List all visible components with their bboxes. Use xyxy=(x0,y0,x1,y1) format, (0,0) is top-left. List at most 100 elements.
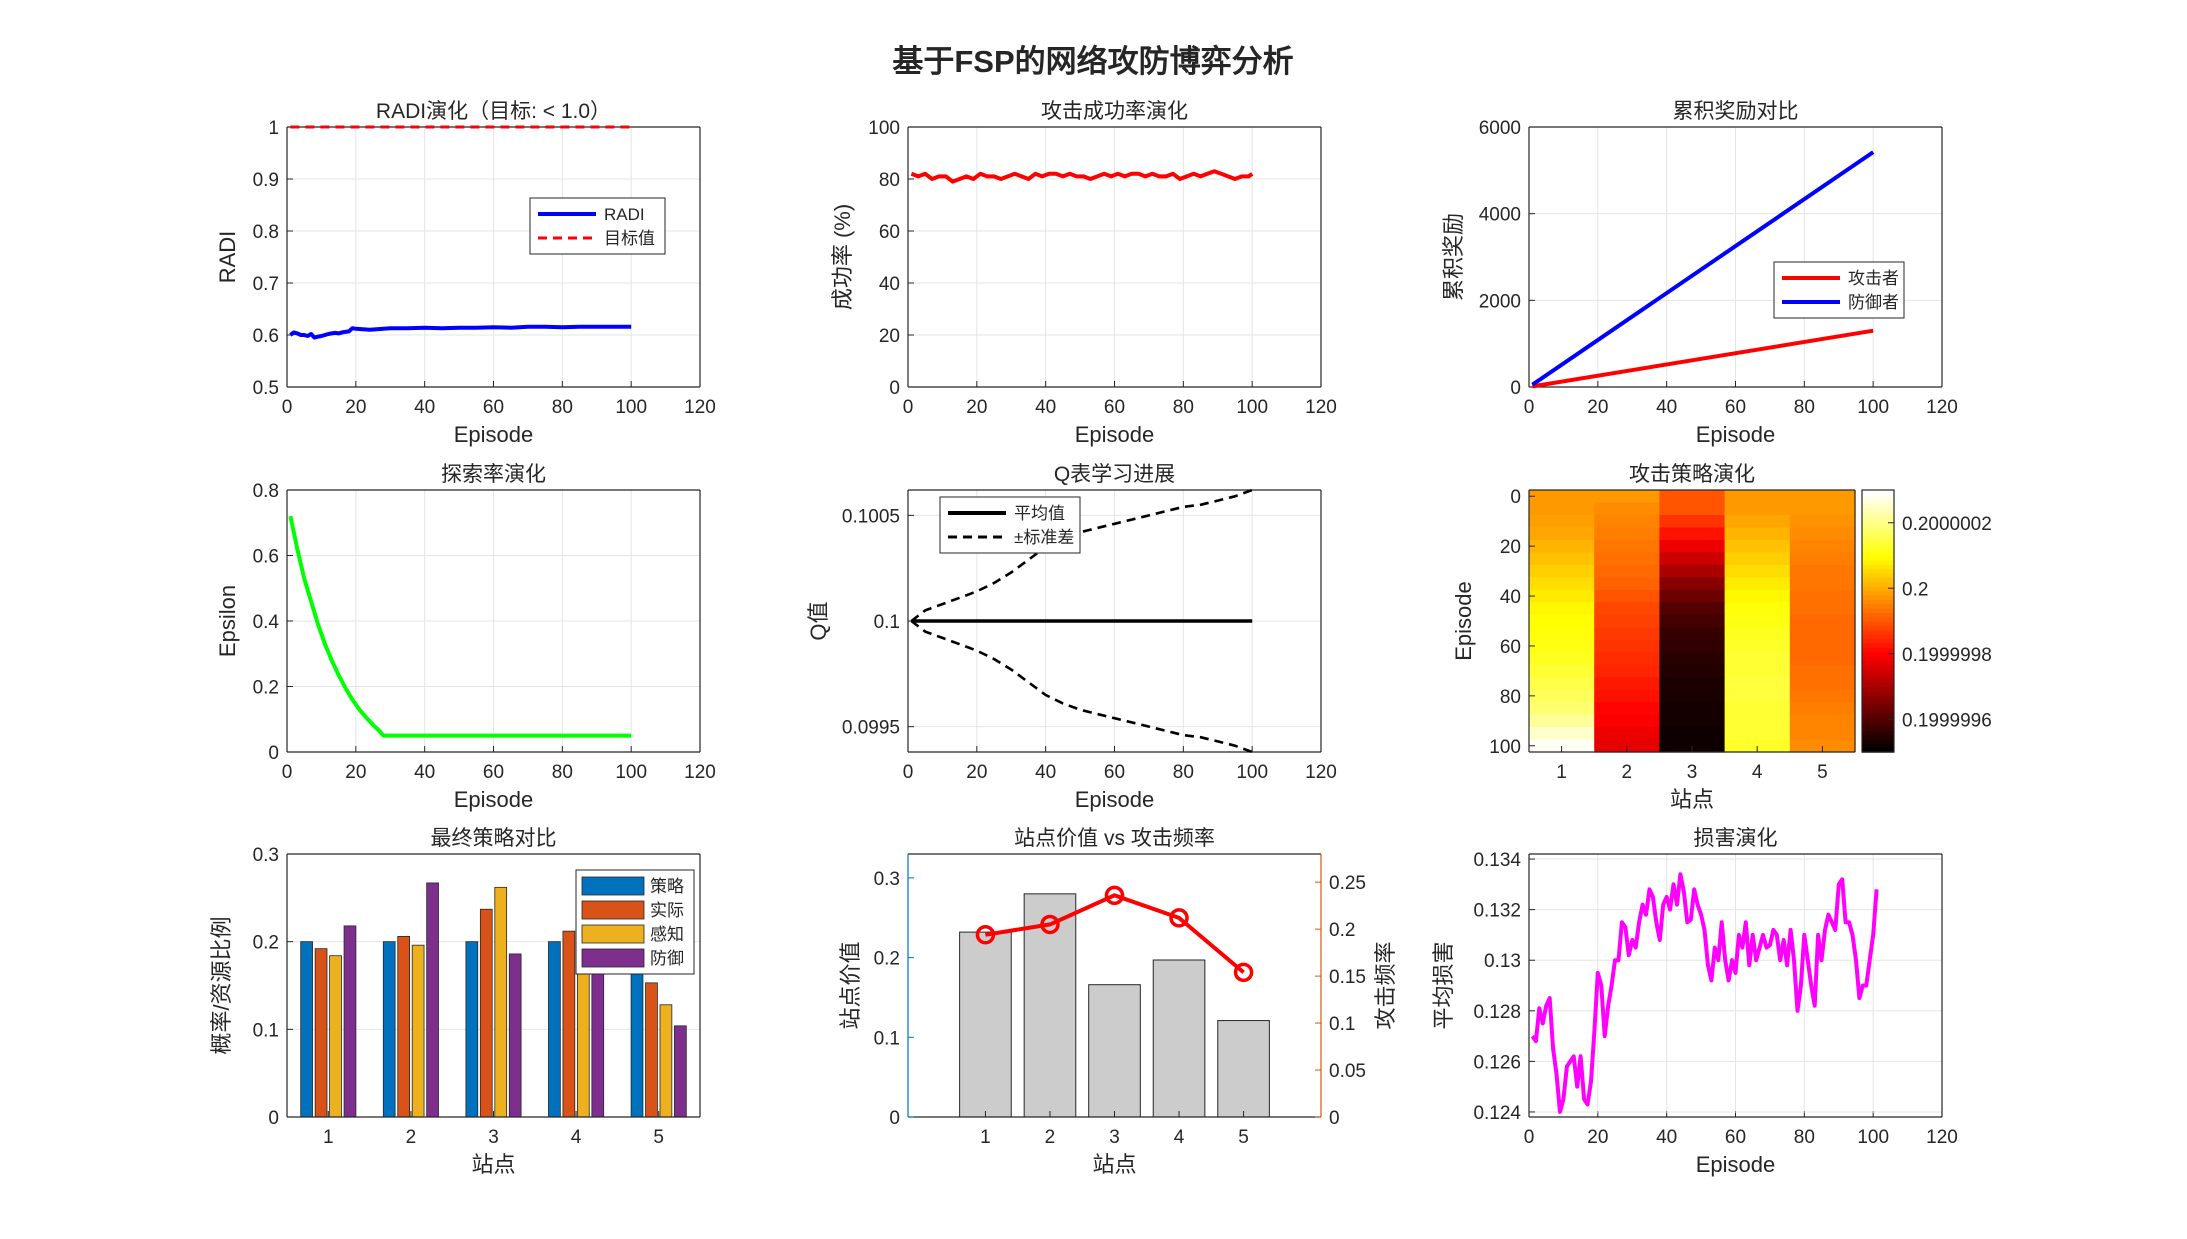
heatmap-xtick-label: 5 xyxy=(1817,762,1828,783)
value-vs-freq-axes: 1 2 3 4 5 0 0.1 0.2 0.3 0 0.05 0.1 0.15 0.2 0.25 站点价值 v… xyxy=(838,827,1398,1177)
colorbar-segment xyxy=(1862,577,1894,583)
final_strategy-xtick-label: 3 xyxy=(488,1127,499,1148)
epsilon-xlabel: Episode xyxy=(454,787,534,812)
colorbar-segment xyxy=(1862,682,1894,688)
heatmap-cell xyxy=(1529,639,1595,653)
colorbar-segment xyxy=(1862,673,1894,679)
colorbar-segment xyxy=(1862,546,1894,552)
heatmap-cell xyxy=(1789,714,1856,728)
colorbar-segment xyxy=(1862,625,1894,631)
heatmap-cell xyxy=(1724,539,1791,553)
heatmap-cell xyxy=(1594,589,1660,603)
bar-防御 xyxy=(426,882,439,1118)
heatmap-cell xyxy=(1789,539,1856,553)
heatmap-cell xyxy=(1789,664,1856,678)
reward-xtick-label: 120 xyxy=(1926,397,1958,418)
final_strategy-title: 最终策略对比 xyxy=(431,827,557,850)
reward-ytick-label: 0 xyxy=(1510,378,1521,399)
heatmap-cell xyxy=(1724,527,1791,541)
bar-实际 xyxy=(562,930,576,1118)
bar-感知 xyxy=(659,1004,673,1118)
heatmap-cell xyxy=(1594,627,1660,641)
heatmap-cell xyxy=(1529,627,1595,641)
colorbar-segment xyxy=(1862,621,1894,627)
colorbar-segment xyxy=(1862,629,1894,635)
value_vs_freq-ytick-right-label: 0 xyxy=(1329,1108,1340,1129)
radi-legend-box xyxy=(529,197,666,255)
success-xtick-label: 60 xyxy=(1104,397,1125,418)
heatmap-ytick-label: 60 xyxy=(1500,637,1521,658)
heatmap-ylabel: Episode xyxy=(1451,581,1476,661)
success-ylabel: 成功率 (%) xyxy=(830,204,855,310)
radi-series-line xyxy=(289,324,632,340)
damage-series-line xyxy=(1530,872,1879,1114)
final_strategy-legend-label: 实际 xyxy=(650,901,684,920)
qtable-title: Q表学习进展 xyxy=(1054,463,1175,486)
heatmap-cell xyxy=(1724,614,1791,628)
success-xlabel: Episode xyxy=(1075,422,1155,447)
value_vs_freq-ytick-right-label: 0.25 xyxy=(1329,873,1366,894)
colorbar-segment xyxy=(1862,747,1894,753)
colorbar-frame xyxy=(1861,489,1895,753)
radi-legend-label: 目标值 xyxy=(604,229,655,248)
heatmap-cell xyxy=(1594,527,1660,541)
heatmap-cell xyxy=(1529,727,1595,741)
radi-ytick-label: 0.6 xyxy=(253,326,279,347)
damage-ytick-label: 0.132 xyxy=(1473,901,1521,922)
damage-xtick-label: 20 xyxy=(1587,1127,1608,1148)
bar-实际 xyxy=(479,908,493,1118)
bar-感知 xyxy=(494,886,508,1118)
heatmap-cell xyxy=(1789,527,1856,541)
damage-ytick-label: 0.126 xyxy=(1473,1052,1521,1073)
radi-ytick-label: 0.5 xyxy=(253,378,279,399)
radi-xlabel: Episode xyxy=(454,422,534,447)
reward-xlabel: Episode xyxy=(1696,422,1776,447)
heatmap-cell xyxy=(1724,664,1791,678)
colorbar-segment xyxy=(1862,651,1894,657)
heatmap-cell xyxy=(1789,652,1856,666)
colorbar-segment xyxy=(1862,677,1894,683)
bar-感知 xyxy=(329,955,342,1118)
colorbar-segment xyxy=(1862,721,1894,727)
final_strategy-ytick-label: 0 xyxy=(268,1108,279,1129)
heatmap-cell xyxy=(1789,614,1856,628)
qtable-xtick-label: 40 xyxy=(1035,762,1056,783)
heatmap-cell xyxy=(1594,564,1660,578)
heatmap-cell xyxy=(1529,502,1595,516)
epsilon-ytick-label: 0.6 xyxy=(253,547,279,568)
heatmap-cell xyxy=(1594,539,1660,553)
colorbar-segment xyxy=(1862,490,1894,496)
colorbar-segment xyxy=(1862,734,1894,740)
heatmap-cell xyxy=(1594,689,1660,703)
value_vs_freq-ytick-right-label: 0.15 xyxy=(1329,967,1366,988)
heatmap-cell xyxy=(1789,490,1856,504)
success-xtick-label: 100 xyxy=(1236,397,1268,418)
success-ytick-label: 40 xyxy=(879,274,900,295)
heatmap-cell xyxy=(1529,614,1595,628)
value_vs_freq-ytick-label: 0 xyxy=(889,1108,900,1129)
heatmap-cell xyxy=(1529,490,1595,504)
epsilon-ytick-label: 0.4 xyxy=(253,612,280,633)
qtable-xlabel: Episode xyxy=(1075,787,1155,812)
final_strategy-legend-label: 感知 xyxy=(650,925,684,944)
heatmap-cell xyxy=(1724,652,1791,666)
colorbar-segment xyxy=(1862,555,1894,561)
colorbar-segment xyxy=(1862,494,1894,500)
success-xtick-label: 120 xyxy=(1305,397,1337,418)
damage-axes: 0 20 40 60 80 100 120 0.124 0.126 0.128 0.13 0.132 0… xyxy=(1431,827,1958,1177)
radi-xtick-label: 80 xyxy=(552,397,573,418)
reward-series-line xyxy=(1532,328,1874,389)
value_vs_freq-ytick-label: 0.2 xyxy=(874,949,900,970)
heatmap-cell xyxy=(1529,514,1595,529)
heatmap-xtick-label: 2 xyxy=(1622,762,1633,783)
radi-ytick-label: 0.8 xyxy=(253,222,279,243)
epsilon-xtick-label: 80 xyxy=(552,762,573,783)
radi-ytick-label: 0.9 xyxy=(253,170,279,191)
heatmap-cell xyxy=(1529,602,1595,616)
reward-ylabel: 累积奖励 xyxy=(1441,213,1466,301)
value_vs_freq-xtick-label: 1 xyxy=(980,1127,991,1148)
qtable-xtick-label: 0 xyxy=(903,762,914,783)
colorbar-segment xyxy=(1862,642,1894,648)
value_vs_freq-ytick-right-label: 0.1 xyxy=(1329,1014,1355,1035)
heatmap-cell xyxy=(1659,602,1726,616)
